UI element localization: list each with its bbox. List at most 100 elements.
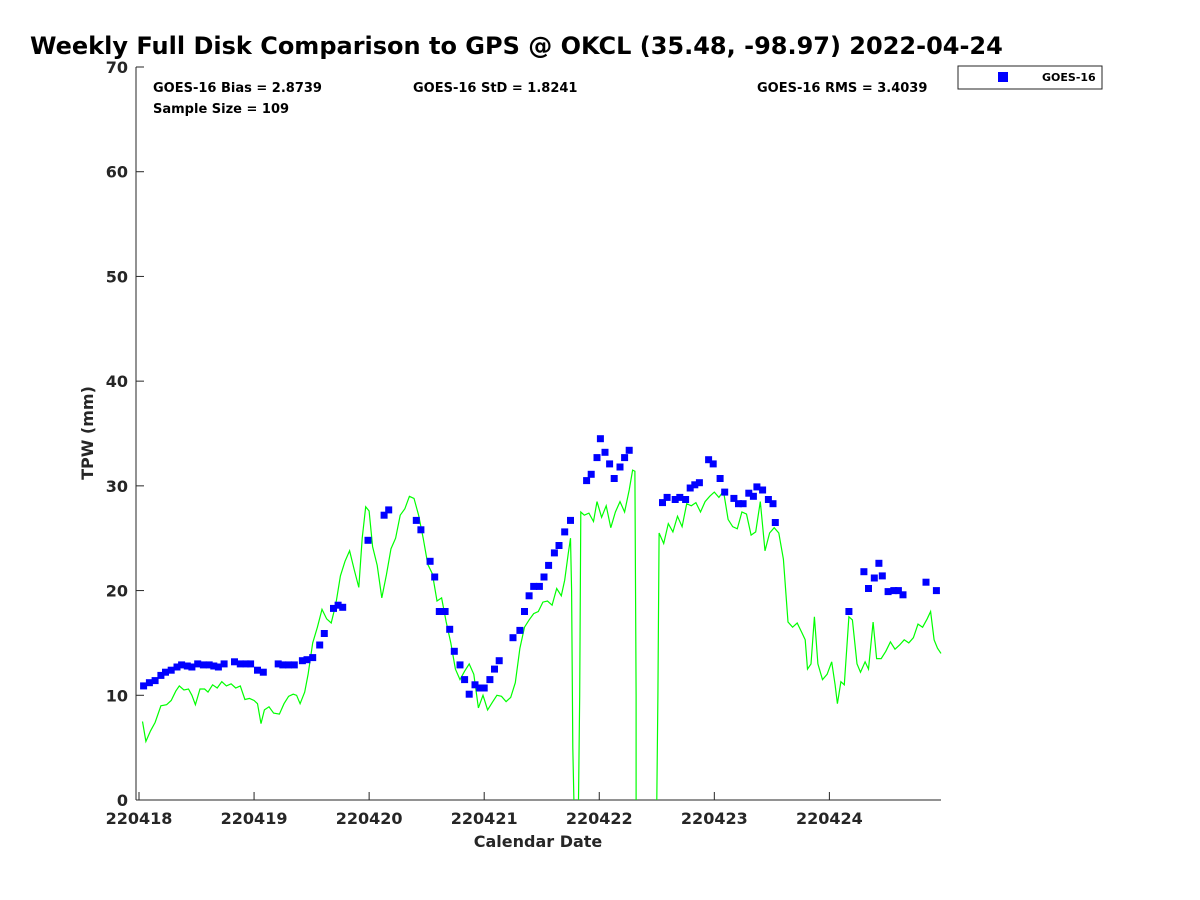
goes16-point [759,486,767,494]
x-tick-label: 220420 [336,809,403,828]
goes16-point [516,626,524,634]
goes16-point [279,661,287,669]
goes16-point [199,661,207,669]
y-axis-label: TPW (mm) [78,386,97,480]
goes16-point [259,668,267,676]
goes16-point [456,661,464,669]
goes16-point [274,660,282,668]
goes16-point [247,660,255,668]
goes16-point [167,666,175,674]
goes16-point [878,572,886,580]
goes16-point [764,496,772,503]
legend-box [957,65,1103,90]
goes16-point [884,588,892,596]
goes16-point [593,454,601,462]
goes16-point [601,448,609,456]
chart-title: Weekly Full Disk Comparison to GPS @ OKC… [30,32,1003,60]
goes16-point [178,661,186,669]
goes16-point [583,477,591,485]
goes16-series [140,435,940,698]
x-tick-label: 220421 [451,809,518,828]
goes16-point [899,591,907,599]
x-axis-ticks: 220418 220419 220420 220421 220422 220423 2204… [106,792,863,828]
goes16-point [845,608,853,615]
x-tick-label: 220423 [681,809,748,828]
gps-line-segment [141,495,575,801]
goes16-point [521,608,528,615]
goes16-point [555,542,563,549]
goes16-point [236,660,244,668]
goes16-point [567,516,574,524]
plot-area [135,67,942,801]
goes16-point [721,488,729,496]
x-axis-label: Calendar Date [474,832,603,851]
goes16-point [426,557,434,565]
gps-series [141,469,942,801]
y-tick-label: 40 [106,372,128,391]
goes16-point [339,603,347,611]
goes16-point [525,592,533,600]
goes16-point [476,684,484,692]
goes16-point [140,682,148,690]
goes16-point [739,500,747,508]
x-tick-label: 220418 [106,809,173,828]
gps-line-segment [577,469,637,801]
goes16-point [735,500,742,508]
bias-stat: GOES-16 Bias = 2.8739 [153,81,322,96]
stats-annotations: GOES-16 Bias = 2.8739 GOES-16 StD = 1.82… [153,81,927,117]
goes16-point [431,573,439,581]
goes16-point [671,496,679,503]
goes16-point [205,661,213,669]
goes16-point [870,574,878,582]
goes16-point [220,660,228,668]
goes16-point [540,573,548,581]
goes16-point [450,647,458,655]
goes16-point [771,519,779,526]
goes16-point [691,481,699,489]
y-tick-label: 0 [117,791,128,810]
goes16-point [194,660,202,668]
goes16-point [709,460,717,468]
goes16-point [663,493,671,501]
x-tick-label: 220424 [796,809,863,828]
goes16-point [616,463,624,471]
goes16-point [535,582,543,590]
goes16-point [587,470,595,478]
legend: GOES-16 [957,65,1103,90]
goes16-point [486,676,494,684]
goes16-point [242,660,250,668]
goes16-point [173,663,181,671]
goes16-point [385,506,393,514]
goes16-point [932,587,940,595]
goes16-point [162,668,169,676]
goes16-point [290,661,298,669]
goes16-point [922,578,930,586]
goes16-point [446,625,454,633]
x-tick-label: 220422 [566,809,633,828]
goes16-point [749,492,757,500]
goes16-point [625,446,633,454]
goes16-point [495,657,503,665]
goes16-point [380,511,388,519]
goes16-point [441,608,449,615]
goes16-point [465,690,473,698]
goes16-point [316,641,324,649]
y-tick-label: 30 [106,477,128,496]
goes16-point [659,499,666,507]
goes16-point [865,585,872,592]
goes16-point [705,456,713,464]
goes16-point [875,559,883,567]
rms-stat: GOES-16 RMS = 3.4039 [757,81,927,96]
gps-line-segment [656,489,942,801]
goes16-point [309,654,317,662]
x-tick-label: 220419 [221,809,288,828]
y-tick-label: 70 [106,58,128,77]
goes16-point [716,475,724,482]
goes16-point [285,661,293,669]
goes16-point [530,582,538,590]
goes16-point [214,663,222,671]
goes16-point [686,484,694,492]
goes16-point [364,536,372,544]
goes16-point [730,494,738,502]
